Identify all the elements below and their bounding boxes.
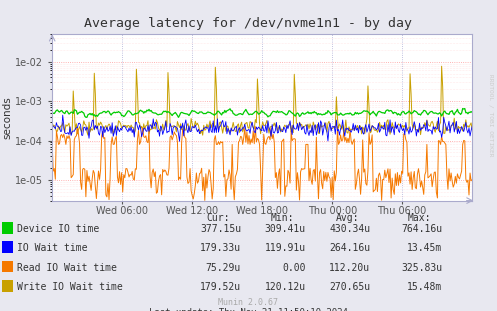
Text: 264.16u: 264.16u xyxy=(329,244,370,253)
Text: 15.48m: 15.48m xyxy=(407,282,442,292)
Text: 119.91u: 119.91u xyxy=(264,244,306,253)
Text: 270.65u: 270.65u xyxy=(329,282,370,292)
Text: 112.20u: 112.20u xyxy=(329,263,370,273)
Text: 764.16u: 764.16u xyxy=(401,224,442,234)
Text: Cur:: Cur: xyxy=(206,213,230,223)
Text: RRDTOOL / TOBI OETIKER: RRDTOOL / TOBI OETIKER xyxy=(488,74,493,156)
Text: 120.12u: 120.12u xyxy=(264,282,306,292)
Text: IO Wait time: IO Wait time xyxy=(17,244,88,253)
Text: 179.52u: 179.52u xyxy=(200,282,241,292)
Text: Max:: Max: xyxy=(408,213,431,223)
Text: 430.34u: 430.34u xyxy=(329,224,370,234)
Text: 0.00: 0.00 xyxy=(282,263,306,273)
Text: Device IO time: Device IO time xyxy=(17,224,99,234)
Text: 309.41u: 309.41u xyxy=(264,224,306,234)
Text: Last update: Thu Nov 21 11:50:10 2024: Last update: Thu Nov 21 11:50:10 2024 xyxy=(149,308,348,311)
Text: Munin 2.0.67: Munin 2.0.67 xyxy=(219,298,278,307)
Text: Write IO Wait time: Write IO Wait time xyxy=(17,282,123,292)
Text: 377.15u: 377.15u xyxy=(200,224,241,234)
Text: Min:: Min: xyxy=(271,213,294,223)
Text: 75.29u: 75.29u xyxy=(206,263,241,273)
Text: Average latency for /dev/nvme1n1 - by day: Average latency for /dev/nvme1n1 - by da… xyxy=(84,17,413,30)
Text: 179.33u: 179.33u xyxy=(200,244,241,253)
Text: Avg:: Avg: xyxy=(335,213,359,223)
Text: 13.45m: 13.45m xyxy=(407,244,442,253)
Text: 325.83u: 325.83u xyxy=(401,263,442,273)
Y-axis label: seconds: seconds xyxy=(2,96,12,139)
Text: Read IO Wait time: Read IO Wait time xyxy=(17,263,117,273)
